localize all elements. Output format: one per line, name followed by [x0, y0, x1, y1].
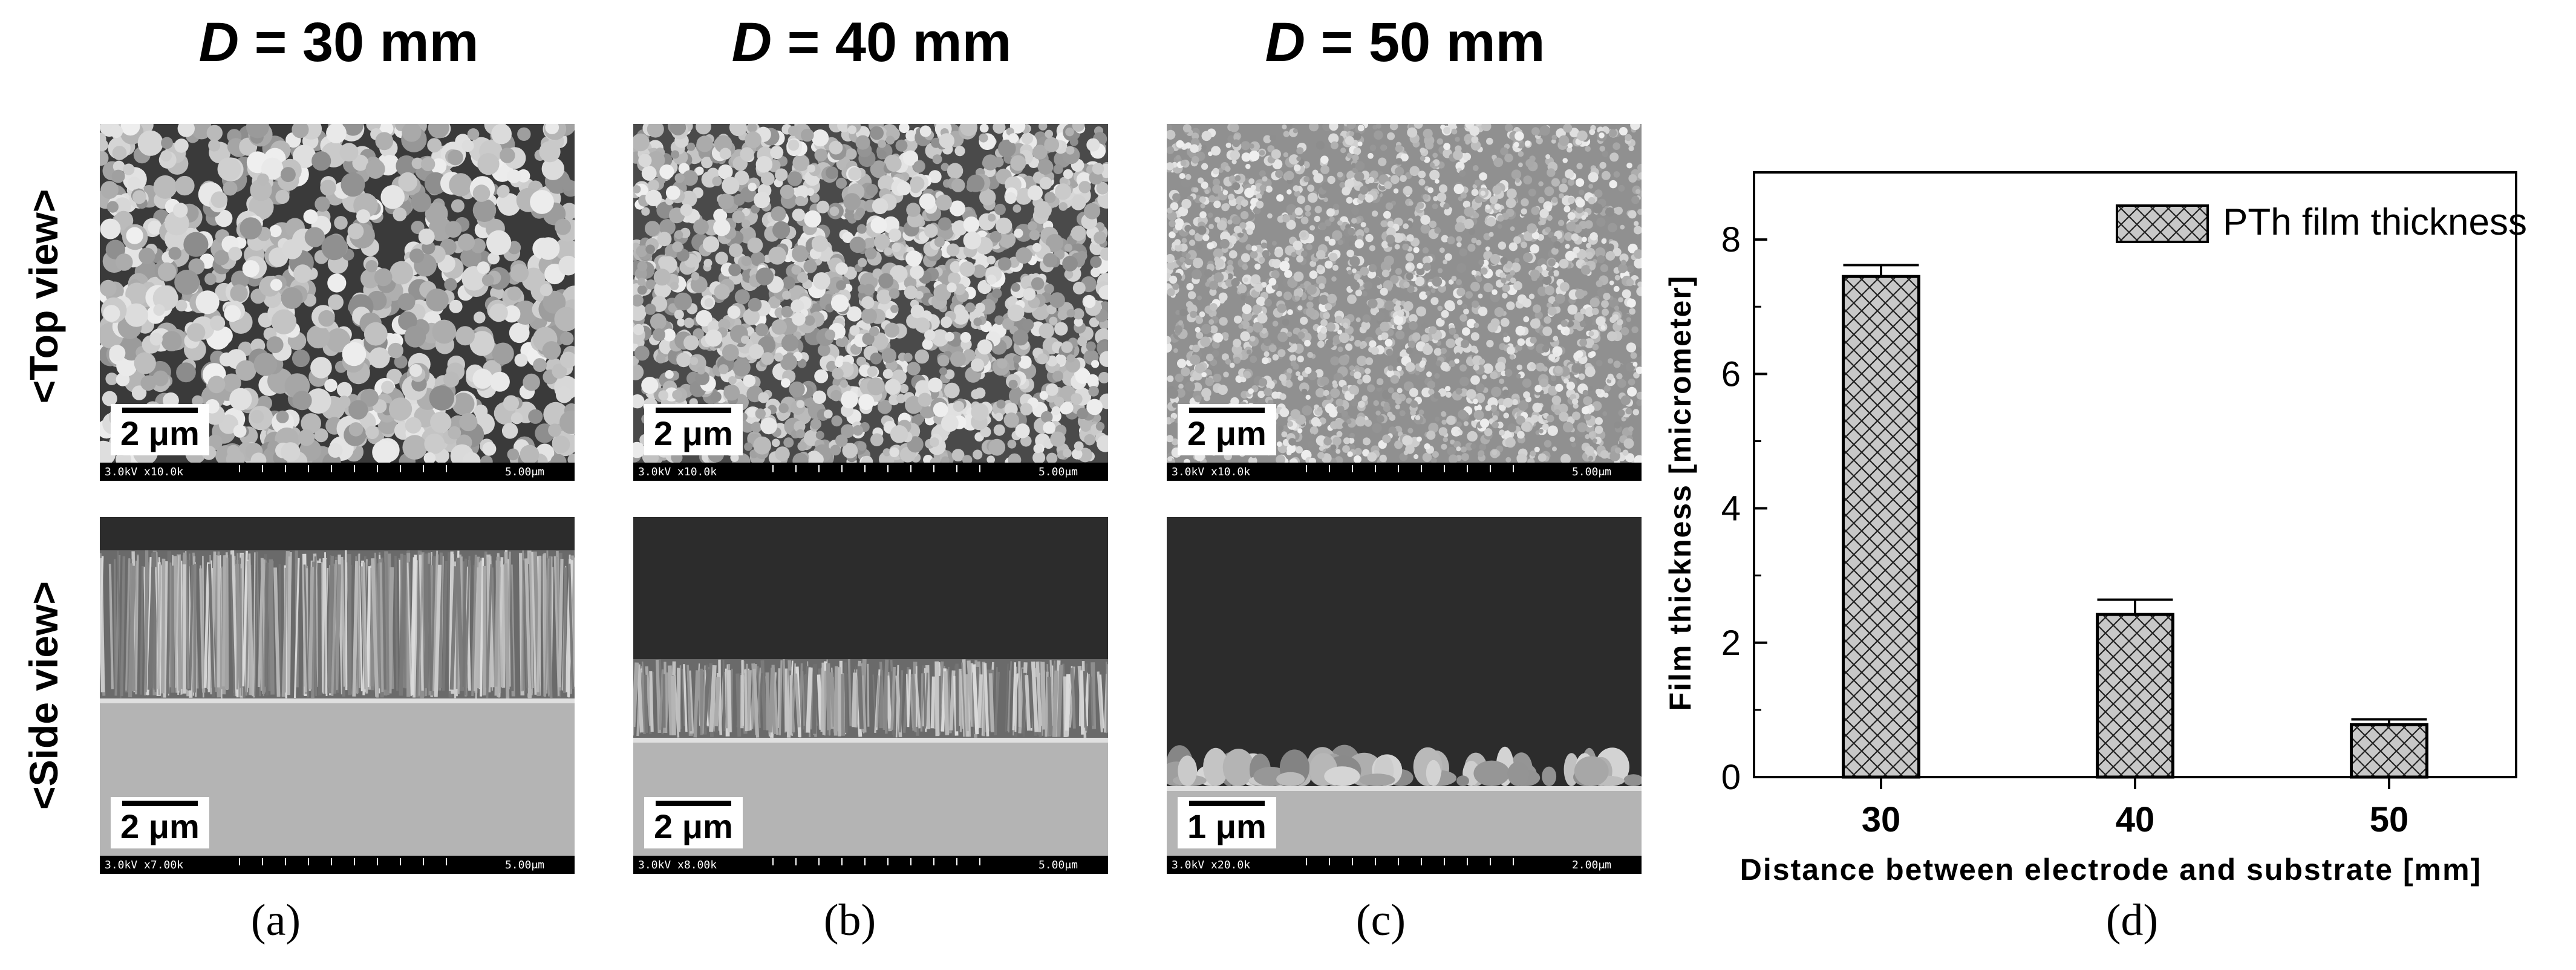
title-value: = 30 mm	[239, 11, 479, 73]
title-value: = 40 mm	[772, 11, 1012, 73]
x-tick-label: 50	[2370, 800, 2409, 839]
sem-info-bar: 3.0kV x10.0k 5.00μm	[100, 463, 575, 481]
sem-scale-text: 5.00μm	[504, 466, 544, 478]
sublabel-c: (c)	[1355, 896, 1406, 945]
bar-50	[2350, 723, 2428, 779]
column-title-30mm: D = 30 mm	[97, 11, 581, 74]
title-variable: D	[1265, 11, 1306, 73]
sem-top-view-40mm: 2 μm 3.0kV x10.0k 5.00μm	[633, 124, 1108, 481]
x-tick-label: 30	[1862, 800, 1901, 839]
sem-texture	[100, 124, 575, 463]
title-variable: D	[198, 11, 240, 73]
y-tick-label: 2	[1721, 623, 1741, 663]
sem-side-view-40mm: 2 μm 3.0kV x8.00k 5.00μm	[633, 517, 1108, 874]
sem-settings: 3.0kV x8.00k	[638, 859, 717, 871]
scale-bar: 1 μm	[1178, 797, 1276, 848]
column-title-40mm: D = 40 mm	[630, 11, 1114, 74]
scale-label: 2 μm	[120, 807, 200, 845]
sem-scale-text: 5.00μm	[1038, 466, 1078, 478]
scale-bar: 2 μm	[111, 797, 209, 848]
scale-bar: 2 μm	[644, 797, 743, 848]
column-title-50mm: D = 50 mm	[1163, 11, 1647, 74]
sem-top-view-50mm: 2 μm 3.0kV x10.0k 5.00μm	[1167, 124, 1642, 481]
y-tick-label: 8	[1721, 220, 1741, 259]
sem-settings: 3.0kV x20.0k	[1172, 859, 1251, 871]
sem-info-bar: 3.0kV x10.0k 5.00μm	[1167, 463, 1642, 481]
bar-40	[2096, 613, 2174, 779]
sem-info-bar: 3.0kV x7.00k 5.00μm	[100, 856, 575, 874]
y-tick-label: 0	[1721, 758, 1741, 797]
scale-bar: 2 μm	[111, 404, 209, 455]
sem-info-bar: 3.0kV x8.00k 5.00μm	[633, 856, 1108, 874]
scale-label: 1 μm	[1187, 807, 1267, 845]
title-variable: D	[731, 11, 772, 73]
sem-top-view-30mm: 2 μm 3.0kV x10.0k 5.00μm	[100, 124, 575, 481]
sem-settings: 3.0kV x10.0k	[1172, 466, 1251, 478]
sublabel-b: (b)	[823, 896, 876, 945]
sem-scale-text: 2.00μm	[1571, 859, 1611, 871]
sem-scale-text: 5.00μm	[1038, 859, 1078, 871]
legend-swatch	[2116, 204, 2209, 243]
sem-settings: 3.0kV x10.0k	[638, 466, 717, 478]
y-axis-label: Film thickness [micrometer]	[1663, 275, 1697, 711]
film-thickness-bar-chart: 0 2 4 6 8 30 40 50 Distance between electrode an…	[1663, 171, 2527, 887]
bar-30	[1842, 275, 1920, 779]
sublabel-a: (a)	[250, 896, 301, 945]
sem-info-bar: 3.0kV x10.0k 5.00μm	[633, 463, 1108, 481]
row-label-top-view: <Top view>	[21, 189, 66, 404]
scale-label: 2 μm	[1187, 414, 1267, 452]
scale-label: 2 μm	[654, 414, 733, 452]
sem-scale-text: 5.00μm	[1571, 466, 1611, 478]
x-tick-label: 40	[2116, 800, 2155, 839]
sem-info-bar: 3.0kV x20.0k 2.00μm	[1167, 856, 1642, 874]
scale-bar: 2 μm	[1178, 404, 1276, 455]
y-tick-label: 4	[1721, 489, 1741, 529]
scale-label: 2 μm	[120, 414, 200, 452]
x-axis-label: Distance between electrode and substrate…	[1740, 853, 2482, 887]
y-tick-label: 6	[1721, 354, 1741, 394]
sem-settings: 3.0kV x7.00k	[105, 859, 184, 871]
sem-side-view-30mm: 2 μm 3.0kV x7.00k 5.00μm	[100, 517, 575, 874]
scale-bar: 2 μm	[644, 404, 743, 455]
row-label-side-view: <Side view>	[21, 581, 66, 810]
scale-label: 2 μm	[654, 807, 733, 845]
title-value: = 50 mm	[1305, 11, 1545, 73]
sem-settings: 3.0kV x10.0k	[105, 466, 184, 478]
sublabel-d: (d)	[2105, 896, 2159, 945]
legend-label: PTh film thickness	[2223, 201, 2527, 243]
sem-scale-text: 5.00μm	[504, 859, 544, 871]
sem-texture	[633, 517, 1108, 856]
sem-side-view-50mm: 1 μm 3.0kV x20.0k 2.00μm	[1167, 517, 1642, 874]
